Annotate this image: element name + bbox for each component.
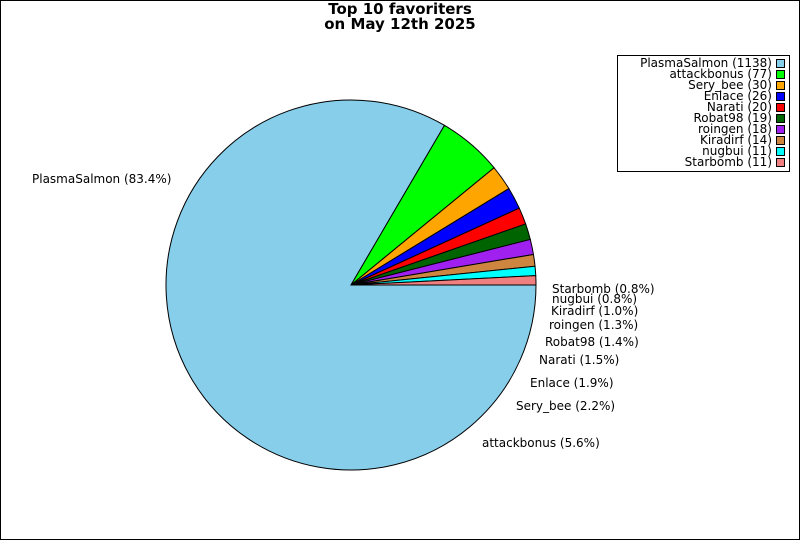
legend-label: Kiradirf (14): [699, 133, 772, 147]
legend-item: nugbui (11): [622, 144, 785, 158]
slice-label-robat98: Robat98 (1.4%): [545, 335, 639, 349]
slice-label-starbomb: Starbomb (0.8%): [552, 282, 655, 296]
slice-label-narati: Narati (1.5%): [539, 353, 619, 367]
legend-swatch: [776, 147, 785, 156]
chart-legend: PlasmaSalmon (1138) attackbonus (77) Sery_…: [617, 55, 790, 172]
legend-item: Sery_bee (30): [622, 78, 785, 92]
legend-label: attackbonus (77): [669, 67, 772, 81]
slice-label-kiradirf: Kiradirf (1.0%): [551, 304, 638, 318]
legend-label: Sery_bee (30): [688, 78, 772, 92]
slice-label-attackbonus: attackbonus (5.6%): [482, 436, 600, 450]
legend-label: Robat98 (19): [693, 111, 772, 125]
legend-item: Starbomb (11): [622, 155, 785, 169]
legend-item: Narati (20): [622, 100, 785, 114]
legend-swatch: [776, 158, 785, 167]
legend-swatch: [776, 92, 785, 101]
legend-label: Narati (20): [706, 100, 772, 114]
legend-swatch: [776, 114, 785, 123]
legend-item: attackbonus (77): [622, 67, 785, 81]
legend-label: roingen (18): [697, 122, 772, 136]
chart-title-line: Top 10 favoriters: [328, 0, 472, 18]
legend-item: roingen (18): [622, 122, 785, 136]
legend-item: PlasmaSalmon (1138): [622, 56, 785, 70]
legend-label: Enlace (26): [703, 89, 772, 103]
pie-slice-starbomb: [350, 275, 537, 286]
slice-label-roingen: roingen (1.3%): [549, 318, 638, 332]
legend-swatch: [776, 70, 785, 79]
slice-label-enlace: Enlace (1.9%): [530, 376, 614, 390]
legend-label: nugbui (11): [702, 144, 772, 158]
slice-label-nugbui: nugbui (0.8%): [552, 292, 637, 306]
legend-swatch: [776, 59, 785, 68]
legend-item: Kiradirf (14): [622, 133, 785, 147]
slice-label-sery-bee: Sery_bee (2.2%): [516, 399, 615, 413]
chart-title: Top 10 favoriters on May 12th 2025: [0, 2, 800, 32]
legend-swatch: [776, 103, 785, 112]
slice-label-plasmasalmon: PlasmaSalmon (83.4%): [32, 172, 171, 186]
legend-swatch: [776, 125, 785, 134]
chart-subtitle-line: on May 12th 2025: [324, 15, 476, 33]
legend-label: Starbomb (11): [684, 155, 772, 169]
legend-item: Robat98 (19): [622, 111, 785, 125]
legend-label: PlasmaSalmon (1138): [640, 56, 772, 70]
legend-swatch: [776, 81, 785, 90]
legend-item: Enlace (26): [622, 89, 785, 103]
legend-swatch: [776, 136, 785, 145]
